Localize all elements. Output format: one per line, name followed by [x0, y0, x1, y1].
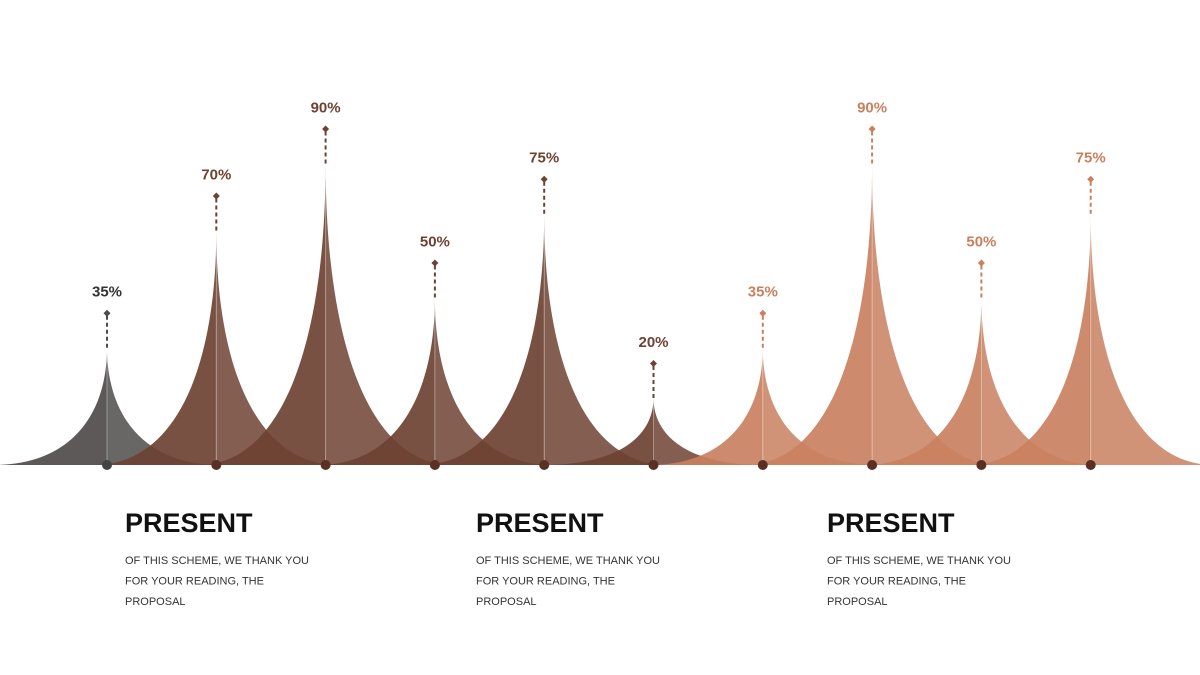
peak-left [420, 213, 545, 465]
base-dot [320, 460, 331, 470]
peak-right [653, 398, 764, 465]
leader-diamond [103, 309, 111, 317]
caption-title: PRESENT [125, 508, 253, 538]
peak-right [325, 163, 454, 465]
value-label: 20% [638, 334, 668, 351]
peak-left [863, 297, 982, 465]
leader-diamond [759, 309, 767, 317]
caption-line: PROPOSAL [827, 596, 888, 608]
caption-line: OF THIS SCHEME, WE THANK YOU [125, 555, 309, 567]
peak-left [317, 297, 435, 465]
caption-title: PRESENT [827, 508, 955, 538]
base-dot [1085, 460, 1096, 470]
caption-title: PRESENT [476, 508, 604, 538]
value-label: 50% [420, 233, 450, 250]
base-dot [211, 460, 222, 470]
caption-line: FOR YOUR READING, THE [476, 575, 615, 587]
caption-line: FOR YOUR READING, THE [827, 575, 966, 587]
caption-line: OF THIS SCHEME, WE THANK YOU [476, 555, 660, 567]
value-label: 90% [857, 99, 887, 116]
peak-right [216, 230, 339, 465]
peak-left [0, 347, 107, 465]
leader-diamond [540, 175, 548, 183]
peak-right [544, 213, 668, 465]
base-dot [429, 460, 440, 470]
base-dot [102, 460, 112, 470]
peak-left [966, 213, 1091, 465]
leader-diamond [212, 192, 220, 200]
peak-right [762, 347, 877, 465]
value-label: 75% [529, 150, 559, 167]
value-label: 35% [92, 284, 122, 301]
peak-left [198, 163, 326, 465]
caption-line: PROPOSAL [476, 596, 537, 608]
base-dot [648, 460, 659, 470]
peak-right [981, 297, 1099, 465]
base-dot [757, 460, 768, 470]
value-label: 75% [1076, 150, 1106, 167]
value-label: 50% [966, 233, 996, 250]
leader-diamond [650, 360, 657, 367]
peak-right [434, 297, 553, 465]
value-label: 35% [748, 284, 778, 301]
value-label: 90% [311, 99, 341, 116]
base-dot [539, 460, 550, 470]
caption-line: OF THIS SCHEME, WE THANK YOU [827, 555, 1011, 567]
leader-diamond [868, 125, 876, 133]
base-dot [867, 460, 878, 470]
peak-left [649, 347, 763, 465]
leader-diamond [977, 259, 985, 267]
caption-line: FOR YOUR READING, THE [125, 575, 264, 587]
leader-diamond [1087, 175, 1095, 183]
peak-left [744, 163, 873, 465]
leader-diamond [322, 125, 330, 133]
peak-right [1090, 213, 1200, 465]
caption-line: PROPOSAL [125, 596, 186, 608]
peak-left [93, 230, 217, 465]
peak-right [107, 347, 221, 465]
peak-right [872, 163, 1000, 465]
leader-diamond [431, 259, 439, 267]
base-dot [976, 460, 987, 470]
value-label: 70% [201, 166, 231, 183]
peak-left [543, 398, 654, 465]
